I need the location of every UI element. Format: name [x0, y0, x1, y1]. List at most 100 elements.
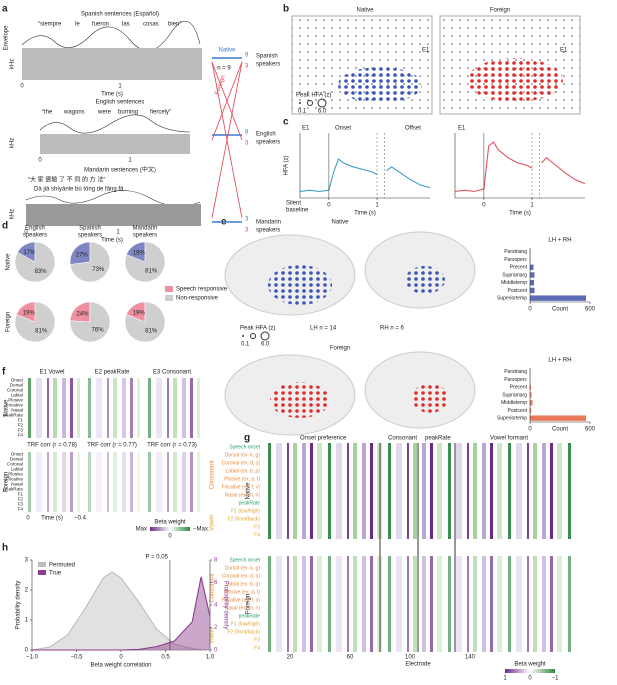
feature-label: F1 (low/high): [231, 621, 260, 627]
electrode-label: E1: [458, 126, 466, 132]
x-tick-label: −1.0: [26, 655, 39, 661]
size-key: [242, 335, 244, 337]
panel-d: English speakers Spanish speakers Mandar…: [6, 226, 158, 333]
feature-label: Coronal: [7, 388, 23, 393]
group: Spanish: [256, 54, 278, 60]
legend-label: Non-responsive: [176, 296, 219, 302]
heatmap: [25, 452, 80, 512]
column-title: speakers: [78, 233, 102, 239]
row-label: Native: [6, 253, 12, 271]
feature-label: Plosive (ex. p, t): [224, 476, 260, 482]
count: 3: [245, 141, 249, 147]
size-key: [250, 333, 256, 339]
feature-label: Fricative (ex. f, v): [222, 484, 261, 490]
baseline: baseline: [286, 208, 309, 214]
legend-label: True: [49, 571, 62, 577]
electrode-label: E1: [422, 48, 430, 54]
feature-label: Dorsal: [10, 383, 23, 388]
feature-label: Fricative: [6, 477, 24, 482]
panel-label: a: [2, 4, 8, 15]
heatmap: [145, 452, 200, 512]
feature-label: Onset: [11, 378, 24, 383]
category-label: Middletemp: [501, 400, 527, 406]
tick-label: 20: [287, 655, 294, 661]
feature-label: Fricative: [6, 403, 24, 408]
word: fueron: [92, 22, 109, 28]
panel-label: h: [2, 543, 8, 554]
pie-label: 76%: [92, 328, 105, 334]
x-tick-label: 600: [585, 307, 596, 313]
count: 3: [245, 217, 249, 223]
y-tick-label: 3: [25, 558, 29, 564]
tick-label: 1: [128, 158, 132, 164]
legend-swatch: [38, 570, 46, 575]
row-label: Foreign: [246, 594, 252, 614]
tick-label: 60: [347, 655, 354, 661]
feature-label: Labial (ex. b, p): [226, 468, 261, 474]
foreign-line: [211, 61, 243, 141]
feature-label: Plosive: [8, 472, 23, 477]
feature-label: Coronal (ex. d, s): [222, 573, 261, 579]
feature-label: Dorsal (ex. k, g): [225, 452, 261, 458]
feature-label: F1 (low/high): [231, 508, 260, 514]
category-label: Superiortemp: [497, 295, 527, 301]
pinyin: Dà jiā shíyànle bù tóng de fāng fǎ: [34, 187, 124, 193]
group-label: Vowel: [210, 628, 216, 644]
feature-label: Coronal: [7, 462, 23, 467]
bar: [530, 407, 532, 414]
label: Native: [356, 8, 374, 14]
feature-label: Labial (ex. b, p): [226, 581, 261, 587]
offset: Offset: [405, 126, 421, 132]
x-tick-label: 1: [530, 203, 534, 209]
y2-tick-label: 8: [214, 558, 218, 564]
group: speakers: [256, 140, 280, 146]
feature-label: F2 (front/back): [227, 629, 260, 635]
feature-label: F2 (front/back): [227, 516, 260, 522]
size-key: [307, 100, 313, 106]
axis-label: kHz: [10, 59, 16, 69]
colorbar: [150, 527, 190, 531]
pie-slice: [69, 301, 111, 343]
x-axis-label: Time (s): [354, 211, 376, 217]
size-min: 0.1: [241, 342, 250, 348]
hemisphere-n: LH n = 14: [310, 326, 337, 332]
title: E2 peakRate: [95, 370, 130, 376]
word: “the: [42, 110, 53, 116]
pie-label: 19%: [133, 250, 146, 256]
header: Vowel formant: [490, 436, 528, 442]
category-label: Parstriang: [504, 369, 527, 375]
electrodes: [467, 58, 563, 102]
size-title: Peak HFA (z): [240, 326, 275, 332]
label: Native: [331, 220, 349, 226]
y-axis-label: HFA (z): [284, 155, 290, 175]
x-tick-label: 1: [375, 203, 379, 209]
x-tick-label: 0: [119, 655, 123, 661]
legend-swatch: [165, 286, 173, 292]
tick-label: 0: [20, 84, 24, 90]
category-label: Supramarg: [502, 272, 527, 278]
column-title: Spanish: [79, 226, 101, 232]
pie-label: 81%: [145, 269, 158, 275]
legend-native: Native: [218, 48, 236, 54]
feature-label: F1: [18, 492, 24, 497]
header: peakRate: [425, 436, 451, 442]
axis-label: Envelope: [4, 25, 10, 51]
count: 8: [245, 130, 249, 136]
count: 3: [245, 228, 249, 234]
legend-title: Beta weight: [154, 520, 186, 526]
pie-slice: [69, 301, 91, 323]
pie-label: 24%: [76, 312, 89, 318]
label: Foreign: [330, 346, 350, 352]
feature-label: Plosive: [8, 398, 23, 403]
feature-label: Speech onset: [229, 557, 260, 563]
panel-b: Native Foreign E1 E1 Peak HFA (z) 0.1 6.…: [291, 8, 581, 115]
foreign-line: [211, 61, 243, 219]
bar: [530, 295, 586, 301]
spectrogram: [22, 48, 202, 80]
category-label: Parsoperc: [504, 377, 527, 383]
panel-g: Onset preference Consonant peakRate Vowe…: [246, 436, 575, 682]
envelope: [21, 21, 201, 51]
group-label: Consonant: [210, 460, 216, 489]
pie-label: 19%: [133, 310, 146, 316]
